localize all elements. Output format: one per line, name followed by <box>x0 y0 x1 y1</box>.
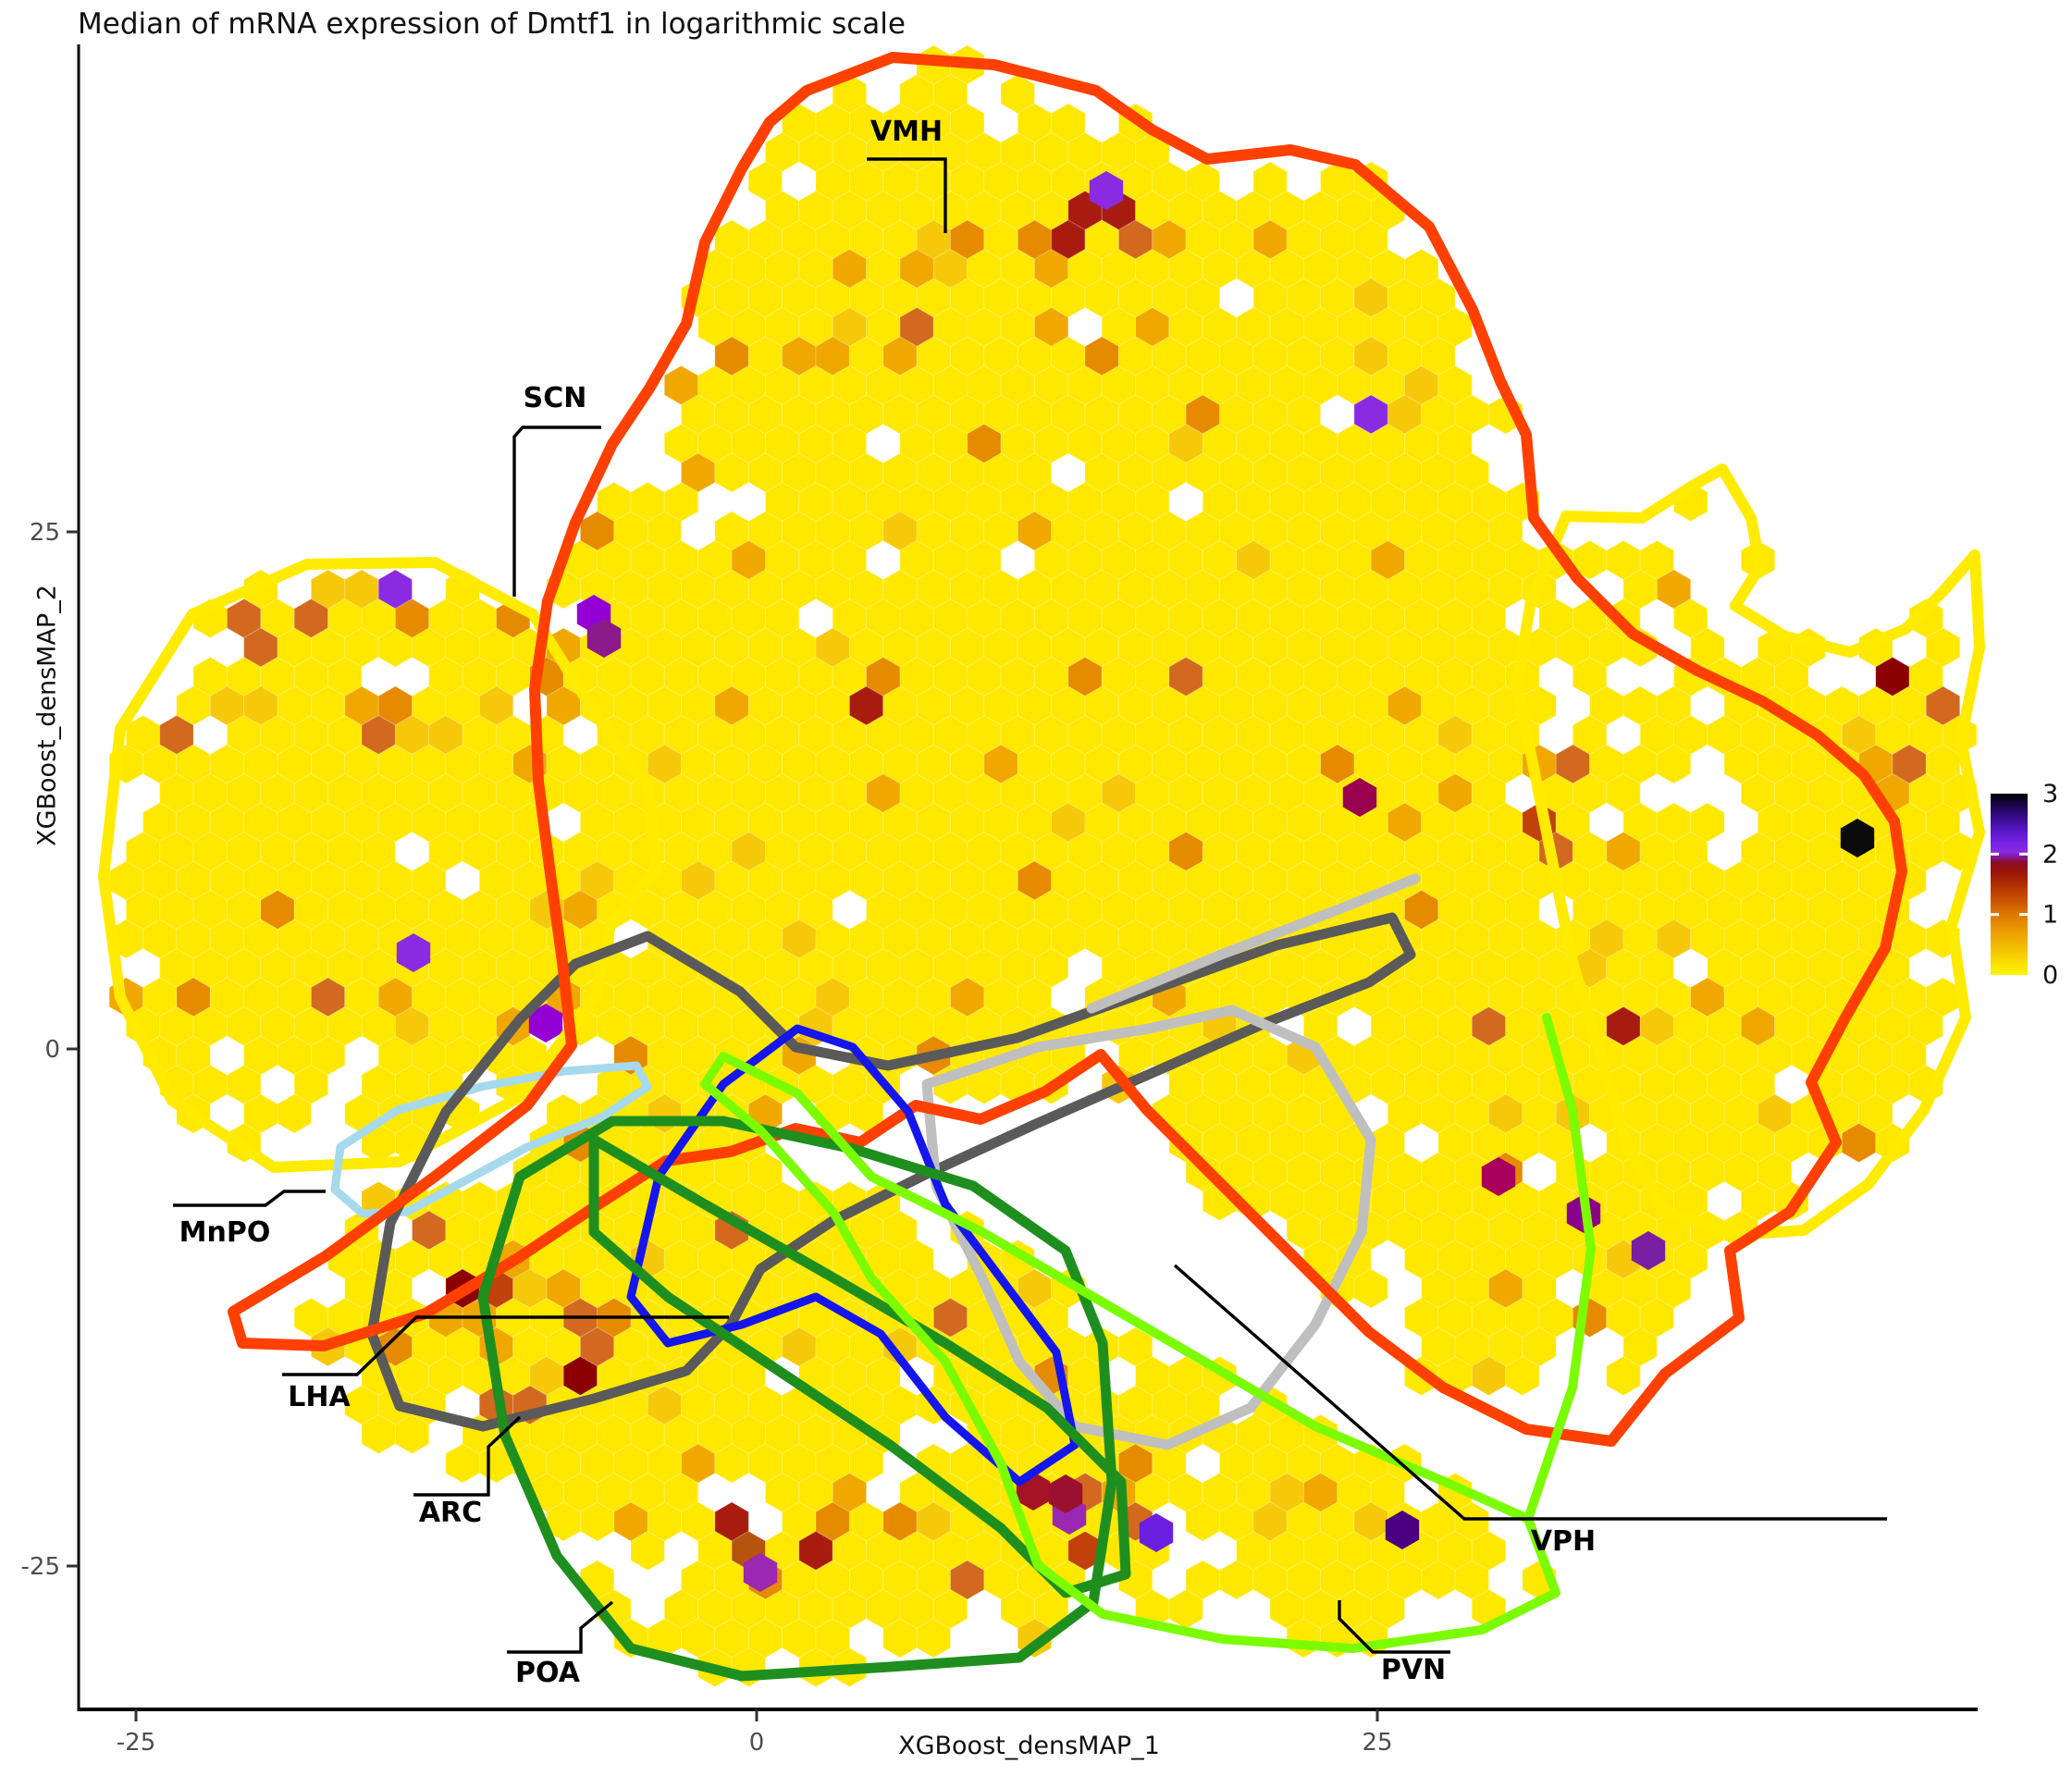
x-tick-label: 0 <box>749 1729 765 1757</box>
region-label-LHA: LHA <box>288 1381 351 1413</box>
y-tick-label: -25 <box>21 1553 60 1581</box>
notable-hexes <box>396 171 1875 1592</box>
colorbar-tick <box>2019 913 2028 917</box>
chart-title: Median of mRNA expression of Dmtf1 in lo… <box>78 7 906 41</box>
region-outline-ARC <box>588 1134 1131 1598</box>
region-outline-MnPO <box>330 1061 652 1218</box>
region-outline-PVN <box>700 1052 1560 1653</box>
region-label-MnPO: MnPO <box>179 1216 271 1249</box>
leader-line-POA <box>507 1600 614 1654</box>
region-label-PVN: PVN <box>1381 1654 1446 1686</box>
leader-line-ARC <box>413 1415 522 1497</box>
region-outlines <box>98 52 1985 1682</box>
x-axis-title: XGBoost_densMAP_1 <box>898 1732 1160 1760</box>
region-outline-yellow-right <box>1511 463 1985 1240</box>
colorbar-tick <box>1991 852 1999 856</box>
leader-line-SCN <box>512 426 601 597</box>
colorbar <box>1991 794 2028 975</box>
colorbar-tick <box>1991 913 1999 917</box>
region-outline-VPH <box>921 1005 1376 1450</box>
leader-line-VMH <box>867 157 947 233</box>
y-tick-label: 0 <box>44 1036 60 1064</box>
region-outline-yellow-left <box>98 557 662 1173</box>
region-label-SCN: SCN <box>524 382 587 414</box>
colorbar-tick-label: 2 <box>2042 840 2058 869</box>
region-annotations: VMH SCN MnPO LHA ARC POA PVN VPH <box>173 116 1887 1689</box>
region-label-ARC: ARC <box>419 1497 482 1529</box>
x-tick-label: -25 <box>117 1729 155 1757</box>
region-outline-VPH-branch <box>1086 873 1421 1014</box>
region-label-POA: POA <box>515 1657 581 1689</box>
colorbar-tick-label: 3 <box>2042 780 2058 808</box>
leader-line-VPH <box>1173 1264 1887 1521</box>
leader-line-PVN <box>1338 1600 1450 1654</box>
leader-line-LHA <box>282 1315 729 1376</box>
colorbar-legend: 3 2 1 0 <box>1991 780 2058 990</box>
leader-line-MnPO <box>173 1190 326 1207</box>
axes: -25 0 25 25 0 -25 <box>21 44 1978 1757</box>
y-axis-title: XGBoost_densMAP_2 <box>32 585 62 846</box>
colorbar-tick <box>2019 852 2028 856</box>
x-tick-label: 25 <box>1362 1729 1392 1757</box>
region-label-VMH: VMH <box>870 116 943 148</box>
hexbin-layer <box>108 44 1978 1688</box>
colorbar-tick-label: 0 <box>2042 961 2058 990</box>
y-tick-label: 25 <box>30 519 60 547</box>
colorbar-tick-label: 1 <box>2042 901 2058 930</box>
region-outline-PVN-branch <box>1523 1013 1596 1523</box>
region-outline-VMH <box>228 52 1907 1447</box>
region-label-VPH: VPH <box>1531 1525 1596 1558</box>
